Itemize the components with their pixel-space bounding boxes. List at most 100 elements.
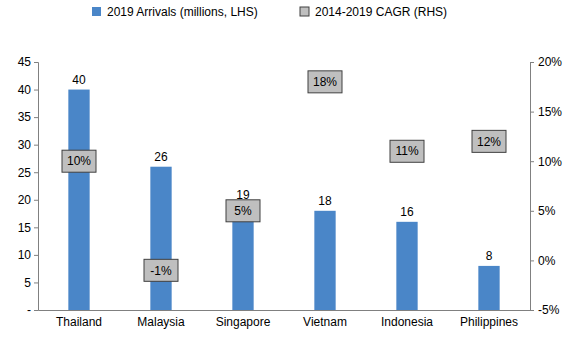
bar — [314, 211, 335, 310]
x-tick-label: Vietnam — [303, 315, 347, 329]
y-tick-label: 20 — [18, 193, 32, 207]
chart: - 5 10 15 20 25 30 35 40 45 -5% 0% 5% 10% 15% 20% Thaila… — [0, 0, 580, 361]
y-tick: - — [27, 303, 38, 317]
y-tick-label: 45 — [18, 55, 32, 69]
x-axis-line — [39, 310, 531, 311]
x-tick-label: Singapore — [216, 315, 271, 329]
y-tick-mark — [34, 172, 38, 173]
y2-axis: -5% 0% 5% 10% 15% 20% — [530, 55, 562, 317]
x-tick: Philippines — [460, 310, 518, 329]
y-tick-mark — [34, 255, 38, 256]
y-tick: 35 — [18, 110, 38, 124]
cagr-marker — [390, 140, 424, 162]
x-tick: Singapore — [216, 310, 271, 329]
y-tick: 25 — [18, 166, 38, 180]
bar-label: 18 — [318, 194, 332, 208]
bar — [478, 266, 499, 310]
x-tick: Malaysia — [137, 310, 185, 329]
cagr-marker — [308, 71, 342, 93]
y2-tick-label: 20% — [538, 55, 562, 69]
bar — [396, 222, 417, 310]
y2-axis-line — [531, 63, 535, 311]
y-tick-mark — [34, 200, 38, 201]
y2-tick: -5% — [530, 303, 560, 317]
marker-label: 11% — [395, 144, 418, 158]
legend-item: 2019 Arrivals (millions, LHS) — [92, 5, 258, 19]
y-tick-mark — [34, 282, 38, 283]
y-tick-mark — [34, 90, 38, 91]
y-tick-mark — [34, 227, 38, 228]
legend: 2019 Arrivals (millions, LHS) 2014-2019 C… — [92, 5, 447, 19]
y-tick-label: 30 — [18, 138, 32, 152]
y2-tick-label: 5% — [538, 204, 556, 218]
y2-tick-label: -5% — [538, 303, 560, 317]
y-tick: 10 — [18, 248, 38, 262]
y-axis: - 5 10 15 20 25 30 35 40 45 — [18, 55, 39, 317]
y-tick: 45 — [18, 55, 38, 69]
y2-tick-mark — [530, 62, 534, 63]
bar-label: 40 — [72, 73, 86, 87]
y-tick: 15 — [18, 221, 38, 235]
legend-label: 2019 Arrivals (millions, LHS) — [107, 5, 258, 19]
y2-tick: 5% — [530, 204, 556, 218]
x-tick: Thailand — [56, 310, 102, 329]
y-tick-mark — [34, 310, 38, 311]
bar — [68, 90, 89, 310]
legend-item: 2014-2019 CAGR (RHS) — [300, 5, 447, 19]
cagr-marker — [226, 200, 260, 222]
y-tick-mark — [34, 117, 38, 118]
bar-label: 16 — [400, 205, 414, 219]
y-tick-label: 10 — [18, 248, 32, 262]
y-tick-label: - — [27, 303, 31, 317]
marks — [62, 71, 506, 310]
y2-tick-mark — [530, 161, 534, 162]
marker-label: 5% — [234, 204, 252, 218]
bar-label: 26 — [154, 150, 168, 164]
marker-label: 10% — [67, 154, 91, 168]
y-tick-mark — [34, 145, 38, 146]
plot: - 5 10 15 20 25 30 35 40 45 -5% 0% 5% 10% 15% 20% Thaila… — [18, 55, 563, 329]
y2-tick: 10% — [530, 155, 562, 169]
y2-tick: 15% — [530, 105, 562, 119]
y-axis-line — [34, 63, 39, 311]
x-tick-label: Thailand — [56, 315, 102, 329]
legend-label: 2014-2019 CAGR (RHS) — [315, 5, 447, 19]
y2-tick-label: 10% — [538, 155, 562, 169]
y-tick-label: 40 — [18, 83, 32, 97]
y2-tick-mark — [530, 260, 534, 261]
y-tick-label: 35 — [18, 110, 32, 124]
cagr-marker — [472, 130, 506, 152]
bar-label: 8 — [486, 249, 493, 263]
data-labels: 40 26 19 18 16 8 10% -1% 5% 18% 11% 12% — [67, 73, 501, 278]
y-tick-label: 25 — [18, 166, 32, 180]
x-tick-label: Malaysia — [137, 315, 185, 329]
x-tick: Indonesia — [381, 310, 433, 329]
y-tick: 5 — [24, 276, 38, 290]
y-tick-mark — [34, 62, 38, 63]
y2-tick-label: 15% — [538, 105, 562, 119]
marker-label: -1% — [150, 264, 172, 278]
y-tick: 20 — [18, 193, 38, 207]
legend-swatch — [92, 7, 101, 16]
y-tick: 30 — [18, 138, 38, 152]
marker-label: 12% — [477, 135, 501, 149]
x-axis: Thailand Malaysia Singapore Vietnam Indonesi… — [39, 310, 531, 329]
y-tick-label: 5 — [24, 276, 31, 290]
bar — [150, 167, 171, 310]
y2-tick-mark — [530, 211, 534, 212]
legend-swatch — [300, 7, 309, 16]
y2-tick: 0% — [530, 254, 556, 268]
y-tick: 40 — [18, 83, 38, 97]
y2-tick-label: 0% — [538, 254, 556, 268]
y-tick-label: 15 — [18, 221, 32, 235]
x-tick-label: Indonesia — [381, 315, 433, 329]
bar-label: 19 — [236, 188, 250, 202]
y2-tick: 20% — [530, 55, 562, 69]
cagr-marker — [144, 259, 178, 281]
x-tick-label: Philippines — [460, 315, 518, 329]
y2-tick-mark — [530, 112, 534, 113]
marker-label: 18% — [313, 75, 337, 89]
y2-tick-mark — [530, 310, 534, 311]
x-tick: Vietnam — [303, 310, 347, 329]
cagr-marker — [62, 150, 96, 172]
